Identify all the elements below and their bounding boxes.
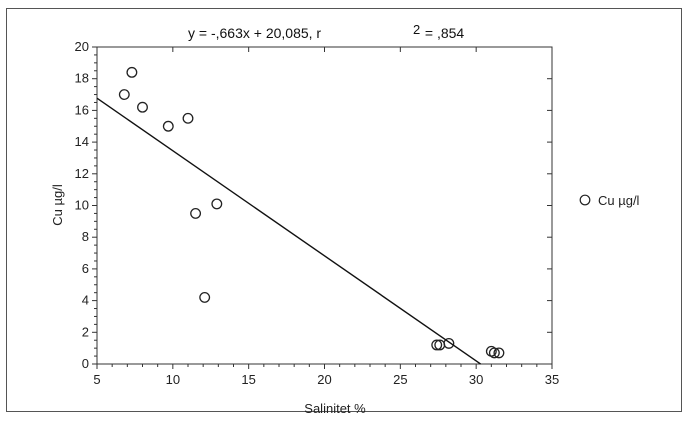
y-tick-label: 10 [75, 198, 89, 213]
y-tick-label: 12 [75, 166, 89, 181]
y-tick-label: 20 [75, 39, 89, 54]
x-axis: 5 10 15 20 25 30 35 [93, 47, 559, 387]
y-tick-label: 14 [75, 134, 89, 149]
legend-label: Cu µg/l [598, 193, 640, 208]
x-tick-label: 20 [317, 372, 331, 387]
chart-frame [6, 8, 682, 412]
data-point [443, 337, 455, 349]
y-tick-label: 16 [75, 102, 89, 117]
y-axis-title: Cu µg/l [50, 184, 65, 226]
x-tick-label: 30 [469, 372, 483, 387]
y-tick-label: 18 [75, 71, 89, 86]
data-point [182, 112, 194, 124]
data-point [431, 339, 443, 351]
trendline [96, 97, 482, 365]
data-point [162, 120, 174, 132]
x-tick-label: 35 [545, 372, 559, 387]
y-tick-label: 6 [82, 261, 89, 276]
y-tick-label: 2 [82, 324, 89, 339]
data-point [493, 347, 505, 359]
x-tick-label: 15 [241, 372, 255, 387]
y-tick-label: 0 [82, 356, 89, 371]
chart-title: y = -,663x + 20,085, r [188, 25, 321, 41]
data-point [190, 207, 202, 219]
data-point [211, 198, 223, 210]
y-axis: 0 2 4 6 8 10 12 14 16 18 20 [75, 39, 552, 371]
data-point [488, 347, 500, 359]
x-axis-title: Salinitet % [304, 401, 366, 416]
plot-area [96, 46, 553, 365]
legend: Cu µg/l [579, 193, 640, 208]
data-point [199, 291, 211, 303]
data-point [126, 66, 138, 78]
y-tick-label: 8 [82, 229, 89, 244]
plot-border [96, 46, 553, 365]
data-point [137, 101, 148, 113]
chart-title-superscript: 2 [413, 22, 420, 37]
chart-title-suffix: = ,854 [421, 25, 464, 41]
x-tick-label: 5 [93, 372, 100, 387]
data-points [118, 66, 505, 359]
x-tick-label: 25 [393, 372, 407, 387]
data-point [118, 89, 130, 101]
y-tick-label: 4 [82, 293, 89, 308]
x-tick-label: 10 [166, 372, 180, 387]
legend-marker [579, 194, 591, 206]
